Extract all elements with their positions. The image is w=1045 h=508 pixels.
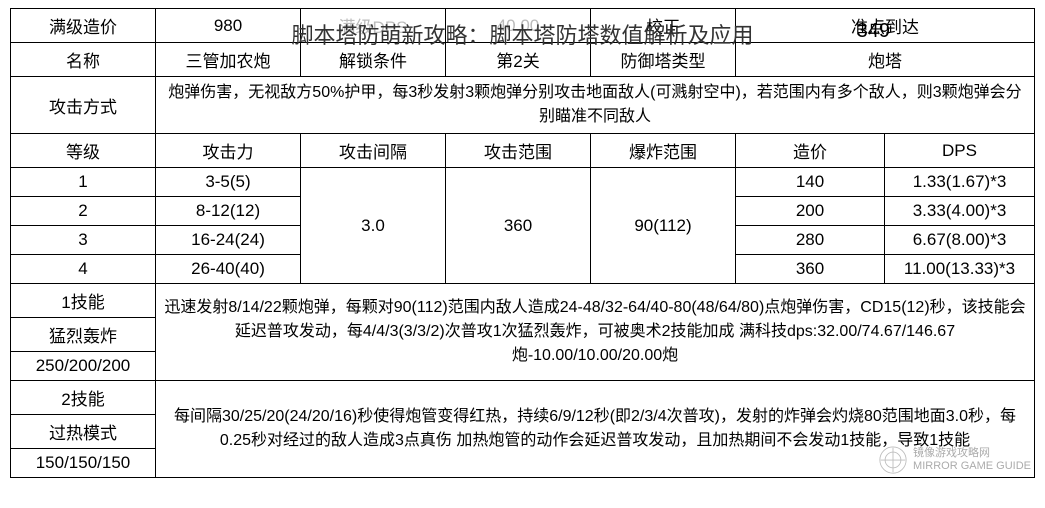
cell-header-cost: 造价 [736, 134, 885, 168]
cell-max-dps-label: 满级DPS [301, 9, 446, 43]
cell-max-dps-value: 40.00 [446, 9, 591, 43]
cell-attack-mode-label: 攻击方式 [11, 77, 156, 134]
table-row: 攻击方式 炮弹伤害，无视敌方50%护甲，每3秒发射3颗炮弹分别攻击地面敌人(可溅… [11, 77, 1035, 134]
cell-range-merged: 360 [446, 168, 591, 284]
cell-dps: 1.33(1.67)*3 [885, 168, 1035, 197]
cell-header-interval: 攻击间隔 [301, 134, 446, 168]
cell-dps: 6.67(8.00)*3 [885, 226, 1035, 255]
cell-attack: 26-40(40) [156, 255, 301, 284]
table-row: 2技能 每间隔30/25/20(24/20/16)秒使得炮管变得红热，持续6/9… [11, 381, 1035, 415]
cell-cost: 140 [736, 168, 885, 197]
cell-max-cost-value: 980 [156, 9, 301, 43]
cell-name-label: 名称 [11, 43, 156, 77]
cell-attack: 3-5(5) [156, 168, 301, 197]
cell-skill1-cost: 250/200/200 [11, 352, 156, 381]
cell-header-blast: 爆炸范围 [591, 134, 736, 168]
cell-type-label: 防御塔类型 [591, 43, 736, 77]
cell-attack: 16-24(24) [156, 226, 301, 255]
cell-level: 4 [11, 255, 156, 284]
cell-skill2-name: 过热模式 [11, 415, 156, 449]
overlay-number: 349 [857, 20, 890, 43]
cell-name-value: 三管加农炮 [156, 43, 301, 77]
table-row: 等级 攻击力 攻击间隔 攻击范围 爆炸范围 造价 DPS [11, 134, 1035, 168]
cell-cost: 360 [736, 255, 885, 284]
cell-skill2-cost: 150/150/150 [11, 449, 156, 478]
table-row: 名称 三管加农炮 解锁条件 第2关 防御塔类型 炮塔 [11, 43, 1035, 77]
cell-dps: 11.00(13.33)*3 [885, 255, 1035, 284]
cell-interval-merged: 3.0 [301, 168, 446, 284]
cell-unlock-label: 解锁条件 [301, 43, 446, 77]
cell-calibration-label: 校正 [591, 9, 736, 43]
cell-cost: 280 [736, 226, 885, 255]
cell-skill1-desc: 迅速发射8/14/22颗炮弹，每颗对90(112)范围内敌人造成24-48/32… [156, 284, 1035, 381]
cell-cost: 200 [736, 197, 885, 226]
cell-skill1-name: 猛烈轰炸 [11, 318, 156, 352]
cell-dps: 3.33(4.00)*3 [885, 197, 1035, 226]
cell-skill1-label: 1技能 [11, 284, 156, 318]
cell-level: 2 [11, 197, 156, 226]
watermark-line1: 镜像游戏攻略网 [913, 447, 1031, 460]
cell-level: 3 [11, 226, 156, 255]
cell-header-attack: 攻击力 [156, 134, 301, 168]
cell-level: 1 [11, 168, 156, 197]
tower-stats-table: 满级造价 980 满级DPS 40.00 校正 准点到达 名称 三管加农炮 解锁… [10, 8, 1035, 478]
watermark-line2: MIRROR GAME GUIDE [913, 460, 1031, 473]
watermark: 镜像游戏攻略网 MIRROR GAME GUIDE [879, 446, 1031, 474]
cell-header-level: 等级 [11, 134, 156, 168]
cell-header-range: 攻击范围 [446, 134, 591, 168]
cell-max-cost-label: 满级造价 [11, 9, 156, 43]
cell-header-dps: DPS [885, 134, 1035, 168]
cell-attack: 8-12(12) [156, 197, 301, 226]
cell-skill2-label: 2技能 [11, 381, 156, 415]
table-row: 1技能 迅速发射8/14/22颗炮弹，每颗对90(112)范围内敌人造成24-4… [11, 284, 1035, 318]
mirror-icon [879, 446, 907, 474]
table-row: 1 3-5(5) 3.0 360 90(112) 140 1.33(1.67)*… [11, 168, 1035, 197]
cell-unlock-value: 第2关 [446, 43, 591, 77]
watermark-text: 镜像游戏攻略网 MIRROR GAME GUIDE [913, 447, 1031, 473]
cell-attack-mode-desc: 炮弹伤害，无视敌方50%护甲，每3秒发射3颗炮弹分别攻击地面敌人(可溅射空中)，… [156, 77, 1035, 134]
cell-blast-merged: 90(112) [591, 168, 736, 284]
cell-type-value: 炮塔 [736, 43, 1035, 77]
